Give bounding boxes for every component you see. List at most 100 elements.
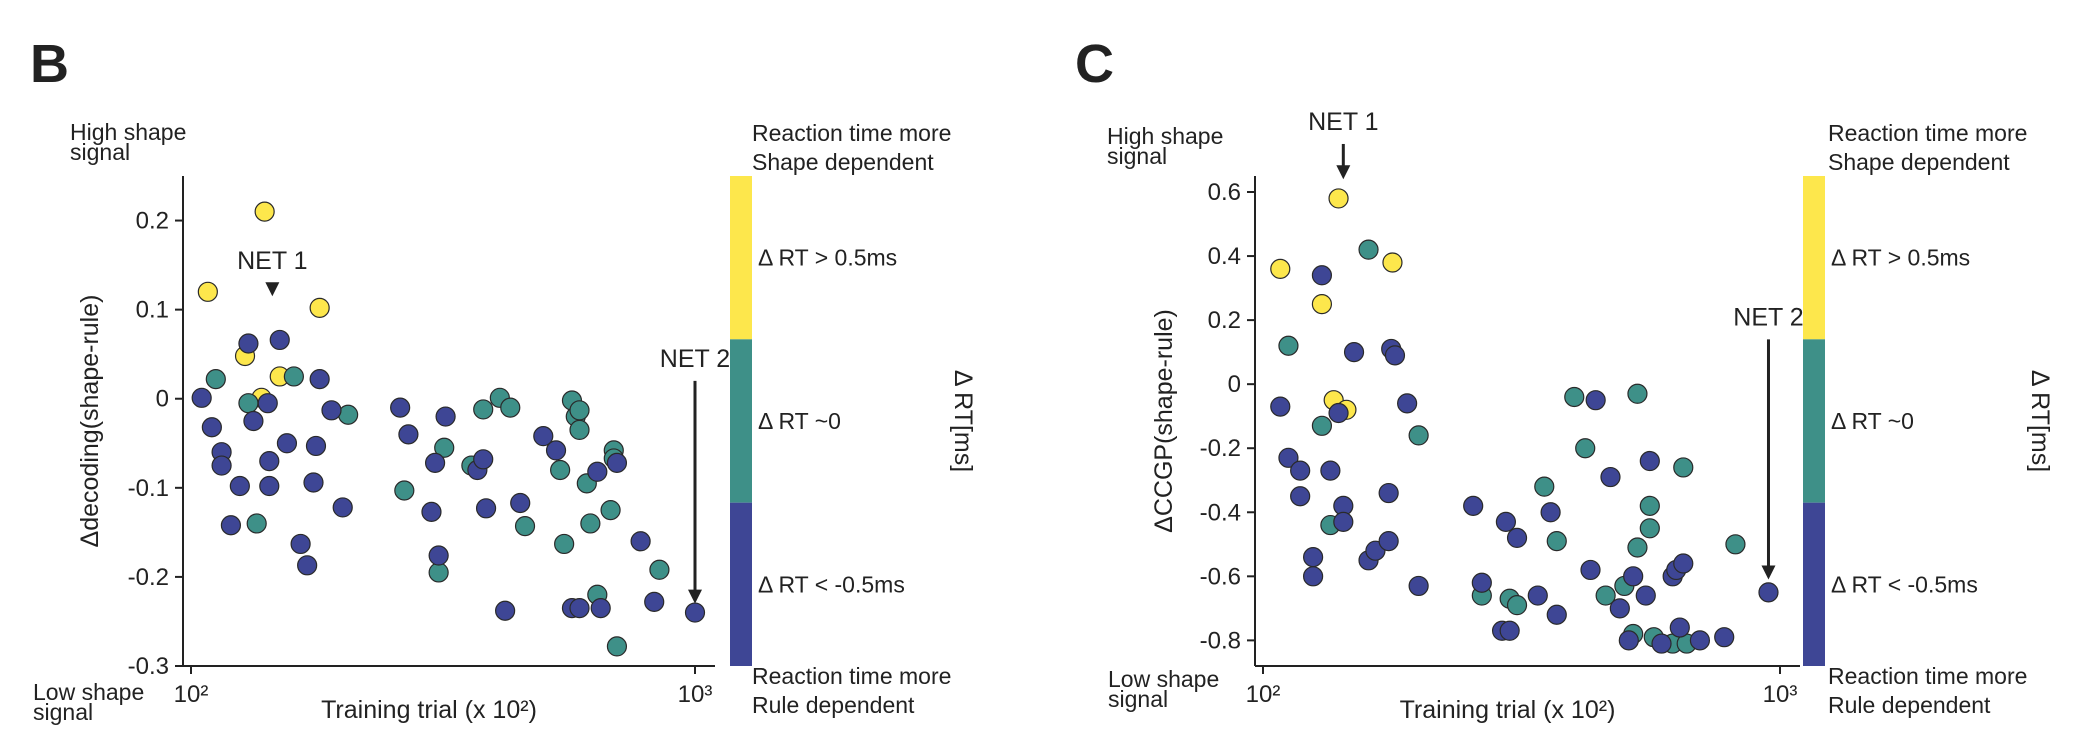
panel-b-point-high-5 [309, 297, 330, 318]
panel-b-point-low-12 [276, 433, 298, 454]
panel-b-point-mid-17 [569, 419, 590, 441]
panel-c-colorbar-band-high [1803, 176, 1825, 340]
panel-c-low-shape-note-1: signal [1108, 686, 1168, 712]
panel-c-point-mid-21 [1673, 457, 1694, 478]
panel-c-colorbar-bottom-caption-1: Rule dependent [1828, 692, 1991, 718]
panel-c-y-tick-label-6: -0.6 [1200, 563, 1241, 590]
panel-b-point-low-1 [201, 417, 222, 438]
panel-b-y-tick-label-3: -0.1 [128, 475, 169, 502]
panel-b-point-low-35 [587, 461, 608, 482]
panel-b-point-low-24 [428, 545, 449, 566]
panel-c-point-low-8 [1328, 402, 1349, 424]
panel-c-point-low-43 [1714, 627, 1735, 648]
panel-b-point-low-7 [243, 410, 264, 432]
panel-b-colorbar-title: Δ RT[ms] [949, 370, 977, 472]
panel-b-low-shape-note-0: Low shape [33, 679, 144, 705]
panel-b-point-high-1 [254, 201, 275, 222]
panel-b-y-tick-label-4: -0.2 [128, 564, 169, 591]
panel-c-point-low-14 [1378, 482, 1399, 504]
panel-c-point-mid-23 [1725, 534, 1746, 555]
panel-b-point-low-18 [321, 400, 342, 421]
panel-b-y-tick-label-1: 0.1 [136, 297, 169, 324]
panel-b-point-low-19 [332, 497, 353, 518]
panel-c-point-mid-3 [1358, 239, 1379, 260]
panel-b-point-low-29 [495, 600, 516, 621]
panel-b-point-low-17 [309, 369, 330, 390]
panel-c-point-low-36 [1639, 450, 1660, 472]
panel-c-point-low-23 [1495, 511, 1516, 532]
panel-c-point-mid-18 [1639, 518, 1660, 539]
panel-b-point-mid-25 [606, 636, 628, 657]
panel-c-y-tick-label-0: 0.6 [1208, 179, 1241, 206]
panel-b-point-mid-5 [394, 480, 415, 501]
panel-c-letter: C [1075, 34, 1114, 94]
panel-c-point-low-17 [1384, 345, 1406, 366]
panel-b-net-1-arrow-head [265, 282, 280, 297]
panel-c-point-low-44 [1758, 582, 1779, 603]
panel-c-high-shape-note-0: High shape [1107, 123, 1223, 149]
panel-b-point-low-32 [545, 440, 567, 461]
panel-c-point-mid-1 [1311, 415, 1333, 436]
panel-b-point-high-0 [197, 281, 218, 302]
panel-c-y-tick-label-7: -0.8 [1200, 627, 1241, 654]
panel-c-point-high-0 [1270, 258, 1291, 279]
panel-b-point-low-36 [590, 597, 611, 619]
panel-b-point-low-28 [475, 498, 497, 519]
panel-c-point-low-27 [1540, 502, 1561, 523]
panel-c-net-2-label: NET 2 [1733, 303, 1803, 331]
panel-c-net-1-label: NET 1 [1308, 108, 1378, 136]
panel-c-point-mid-16 [1627, 537, 1648, 558]
panel-b-colorbar-label-high: Δ RT > 0.5ms [758, 245, 897, 271]
panel-b-colorbar-top-caption-0: Reaction time more [752, 120, 951, 146]
panel-b-point-low-11 [269, 329, 290, 351]
panel-b-point-mid-20 [580, 513, 601, 534]
panel-b-point-low-25 [435, 406, 456, 427]
panel-b-point-low-23 [424, 452, 446, 473]
panel-b-letter: B [30, 34, 69, 94]
panel-b-colorbar-bottom-caption-1: Rule dependent [752, 692, 915, 718]
panel-b-point-mid-1 [238, 393, 259, 414]
panel-b-y-axis-label: Δdecoding(shape-rule) [76, 295, 104, 548]
panel-c-point-low-34 [1623, 566, 1644, 587]
panel-c-point-low-15 [1378, 530, 1399, 552]
panel-c-point-low-11 [1343, 342, 1365, 363]
panel-c-point-high-2 [1311, 294, 1333, 315]
panel-b-point-low-0 [191, 387, 212, 408]
panel-b-point-mid-22 [600, 499, 621, 521]
panel-c-point-low-26 [1527, 585, 1548, 606]
panel-c-colorbar-top-caption-0: Reaction time more [1828, 120, 2027, 146]
panel-c-colorbar-label-low: Δ RT < -0.5ms [1831, 571, 1978, 597]
panel-c-point-low-42 [1689, 630, 1711, 651]
panel-b-colorbar-band-low [730, 502, 752, 666]
panel-c-point-low-21 [1471, 572, 1492, 593]
panel-c-x-tick-label-1: 10³ [1763, 681, 1798, 708]
panel-b-point-mid-18 [569, 400, 590, 421]
panel-c-net-1-arrow-head [1336, 165, 1351, 180]
panel-c-point-low-31 [1600, 466, 1621, 488]
panel-b-colorbar-top-caption-1: Shape dependent [752, 149, 934, 175]
panel-c-point-low-35 [1635, 585, 1656, 606]
panel-b-point-mid-9 [473, 399, 494, 420]
panel-b-colorbar-band-mid [730, 339, 752, 503]
panel-c-point-low-25 [1506, 527, 1528, 548]
panel-b-point-low-20 [390, 397, 411, 418]
panel-c-point-mid-9 [1546, 530, 1567, 552]
panel-b-y-tick-label-0: 0.2 [136, 208, 169, 235]
panel-c-colorbar-label-high: Δ RT > 0.5ms [1831, 245, 1970, 271]
panel-c-point-low-32 [1609, 598, 1630, 619]
panel-c-point-high-5 [1382, 252, 1403, 273]
panel-b-point-low-5 [229, 475, 250, 497]
panel-c-point-mid-0 [1278, 335, 1299, 356]
panel-b-x-axis-label: Training trial (x 10²) [321, 696, 537, 724]
panel-c-point-low-0 [1270, 396, 1291, 417]
panel-b-point-low-6 [238, 333, 259, 354]
panel-b-high-shape-note-0: High shape [70, 119, 186, 145]
panel-b-point-mid-2 [246, 513, 267, 534]
panel-b-x-tick-label-0: 10² [174, 681, 209, 708]
panel-b-colorbar-label-mid: Δ RT ~0 [758, 408, 841, 434]
panel-c-low-shape-note-0: Low shape [1108, 666, 1219, 692]
panel-b-y-tick-label-2: 0 [156, 386, 169, 413]
panel-b-point-mid-14 [554, 533, 575, 555]
